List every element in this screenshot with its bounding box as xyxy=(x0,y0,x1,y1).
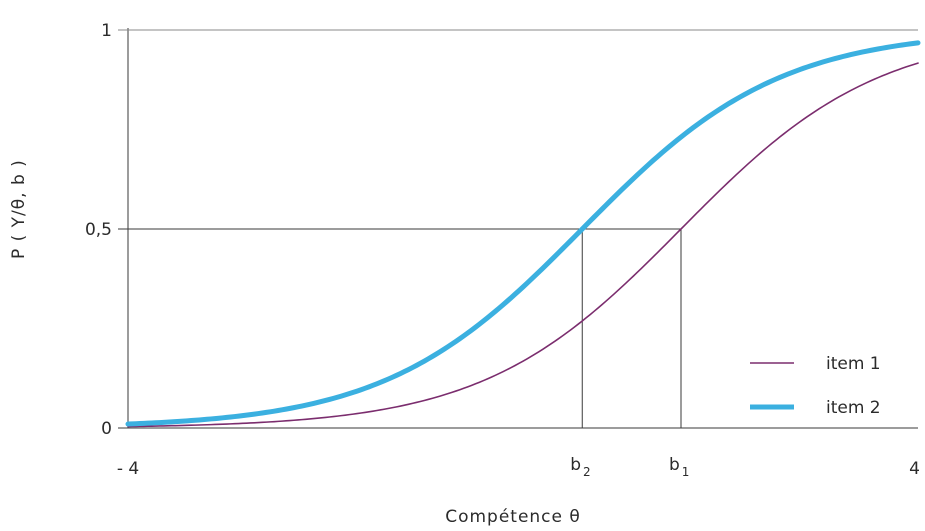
series-curve xyxy=(125,40,921,427)
y-tick-label: 1 xyxy=(101,21,112,41)
series-curve xyxy=(127,62,919,428)
x-ticks: - 4 4 xyxy=(117,459,920,479)
x-tick-label: 4 xyxy=(909,459,920,479)
y-tick-label: 0,5 xyxy=(85,220,112,240)
legend: item 1 item 2 xyxy=(750,354,881,418)
curves xyxy=(125,40,921,428)
legend-label: item 1 xyxy=(826,354,881,374)
legend-label: item 2 xyxy=(826,398,881,418)
x-tick-label: - 4 xyxy=(117,459,139,479)
y-axis-title: P ( Y/θ, b ) xyxy=(9,159,29,259)
x-axis-title: Compétence θ xyxy=(445,507,581,527)
y-ticks: 00,51 xyxy=(85,21,112,439)
y-tick-label: 0 xyxy=(101,419,112,439)
